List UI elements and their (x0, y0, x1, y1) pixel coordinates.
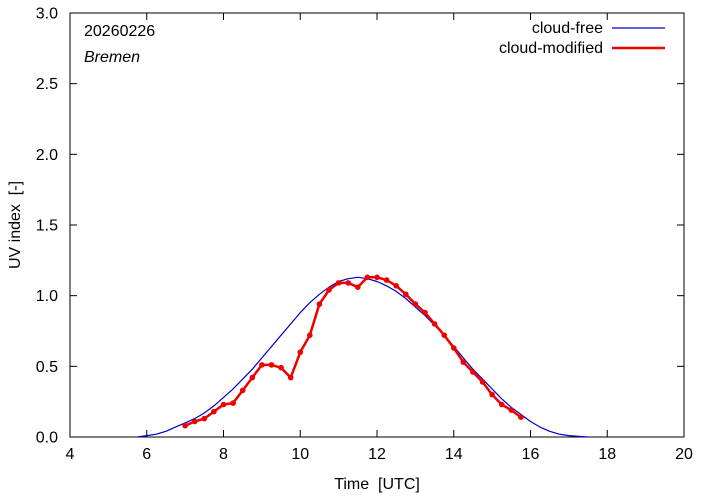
data-point-cloud-modified (211, 408, 217, 415)
data-point-cloud-modified (287, 374, 294, 381)
y-tick-label: 0.0 (36, 430, 58, 447)
data-point-cloud-modified (374, 274, 380, 281)
x-tick-label: 18 (598, 446, 616, 463)
x-tick-label: 14 (445, 446, 463, 463)
data-point-cloud-modified (316, 301, 323, 307)
data-point-cloud-modified (297, 349, 304, 356)
data-point-cloud-modified (249, 374, 256, 381)
x-tick-labels: 4 6 8 10 12 14 16 18 20 (66, 446, 693, 463)
data-point-cloud-modified (355, 284, 361, 291)
data-point-cloud-modified (393, 283, 400, 289)
data-point-cloud-modified (518, 414, 524, 421)
data-point-cloud-modified (364, 274, 371, 281)
y-tick-label: 3.0 (36, 6, 58, 23)
legend: cloud-free cloud-modified (499, 20, 665, 57)
data-point-cloud-modified (268, 362, 275, 368)
axis-ticks (69, 12, 685, 438)
data-point-cloud-modified (489, 391, 495, 398)
x-tick-label: 4 (66, 446, 75, 463)
data-point-cloud-modified (278, 364, 284, 371)
data-point-cloud-modified (460, 359, 467, 365)
data-point-cloud-modified (259, 362, 265, 368)
data-point-cloud-modified (230, 400, 236, 406)
data-point-cloud-modified (326, 287, 332, 293)
data-point-cloud-modified (431, 321, 438, 327)
y-tick-labels: 0.0 0.5 1.0 1.5 2.0 2.5 3.0 (36, 6, 58, 447)
x-tick-label: 8 (219, 446, 228, 463)
data-point-cloud-modified (479, 379, 486, 385)
data-point-cloud-modified (335, 280, 342, 286)
x-tick-label: 10 (291, 446, 309, 463)
y-tick-label: 2.5 (36, 76, 58, 93)
data-point-cloud-modified (220, 401, 227, 408)
data-point-cloud-modified (182, 422, 188, 429)
x-tick-label: 12 (368, 446, 386, 463)
location-annotation: Bremen (84, 49, 140, 66)
data-point-cloud-modified (508, 407, 515, 413)
data-point-cloud-modified (201, 415, 208, 422)
series-layer (137, 274, 589, 438)
data-point-cloud-modified (307, 332, 313, 339)
data-point-cloud-modified (191, 418, 198, 425)
data-point-cloud-modified (403, 291, 409, 298)
data-point-cloud-modified (239, 387, 246, 394)
data-point-cloud-modified (422, 309, 428, 316)
legend-label-cloud-modified: cloud-modified (499, 40, 603, 57)
x-tick-label: 6 (142, 446, 151, 463)
data-point-cloud-modified (383, 277, 390, 283)
y-tick-label: 1.0 (36, 288, 58, 305)
data-point-cloud-modified (470, 369, 476, 375)
y-tick-label: 0.5 (36, 359, 58, 376)
data-point-cloud-modified (498, 401, 505, 408)
date-annotation: 20260226 (84, 23, 155, 40)
y-axis-label: UV index [-] (7, 181, 24, 269)
y-tick-label: 1.5 (36, 218, 58, 235)
y-tick-label: 2.0 (36, 147, 58, 164)
x-tick-label: 20 (675, 446, 693, 463)
data-point-cloud-modified (345, 280, 352, 286)
legend-label-cloud-free: cloud-free (532, 20, 603, 37)
x-tick-label: 16 (522, 446, 540, 463)
data-point-cloud-modified (451, 345, 457, 351)
data-point-cloud-modified (412, 301, 419, 307)
data-point-cloud-modified (441, 332, 448, 339)
x-axis-label: Time [UTC] (334, 476, 420, 493)
